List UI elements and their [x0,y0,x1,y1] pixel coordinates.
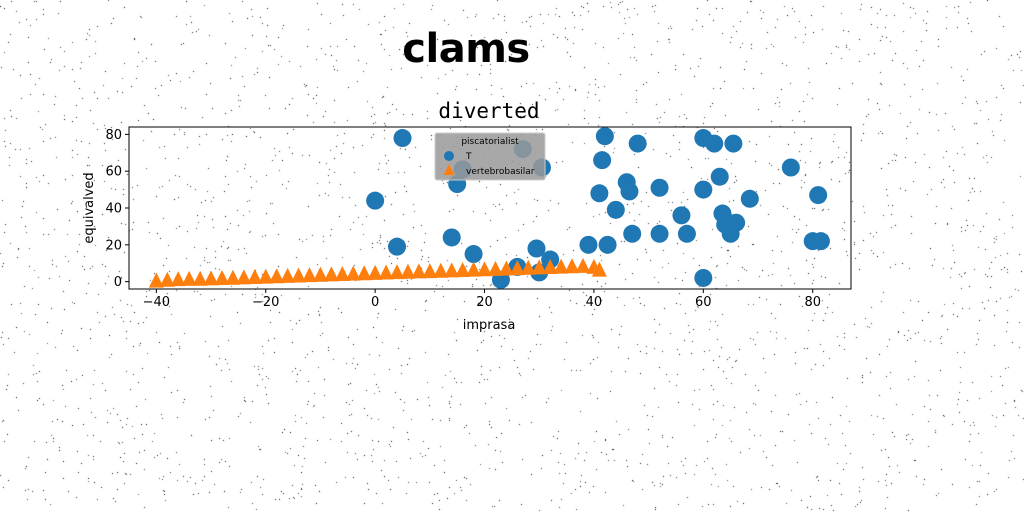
series-1-point-41 [591,261,607,277]
series-1-point-10 [258,268,274,284]
x-tick-label-0: −40 [143,295,170,310]
series-0-point-1 [393,129,412,148]
series-0-point-0 [366,191,385,210]
legend-circle-marker [444,151,454,161]
y-tick-label-0: 0 [114,275,122,290]
series-0-point-42 [811,232,830,251]
axis-ticks: −40 −20 0 20 40 60 80 0 20 40 60 80 [105,128,821,310]
series-1-point-11 [269,268,285,284]
series-0-point-36 [724,134,743,153]
y-tick-label-2: 40 [105,202,122,217]
series-0-point-24 [650,178,669,197]
series-1-point-9 [247,268,263,284]
x-tick-label-5: 60 [695,295,712,310]
series-1-point-39 [575,257,591,273]
series-0-point-16 [593,151,612,170]
series-1-point-3 [181,270,197,286]
series-1-point-34 [520,259,536,275]
series-1-point-23 [400,263,416,279]
series-1-point-6 [214,270,230,286]
series-1-point-31 [487,260,503,276]
series-0-point-10 [527,239,546,258]
legend: piscatorialist T vertebrobasilar [434,132,546,181]
series-1-point-30 [477,261,493,277]
x-tick-label-2: 0 [371,295,379,310]
series-1-point-33 [509,260,525,276]
series-1-point-7 [225,269,241,285]
series-0-point-18 [598,235,617,254]
series-1-point-24 [411,263,427,279]
series-1-point-27 [444,262,460,278]
series-1-point-8 [236,269,252,285]
figure-suptitle: clams [402,26,530,72]
series-1-point-5 [203,270,219,286]
series-1-point-35 [531,259,547,275]
legend-box [434,132,546,181]
y-tick-label-4: 80 [105,128,122,143]
series-0-point-26 [672,206,691,225]
legend-title: piscatorialist [461,137,519,147]
legend-label-triangle-series: vertebrobasilar [466,167,535,177]
series-0-point-2 [388,237,407,256]
series-1-point-32 [498,260,514,276]
series-0-point-17 [595,127,614,146]
x-tick-label-4: 40 [586,295,603,310]
series-1-point-1 [159,271,175,287]
series-1-point-0 [148,272,164,288]
series-0-point-38 [740,189,759,208]
series-0-point-22 [623,224,642,243]
series-1-point-29 [466,261,482,277]
series-1-point-18 [345,265,361,281]
series-1-point-17 [334,266,350,282]
series-1-point-25 [422,263,438,279]
plot-title: diverted [438,99,539,123]
y-tick-label-3: 60 [105,165,122,180]
series-1-point-20 [367,264,383,280]
series-0-point-27 [677,224,696,243]
series-0-point-29 [694,180,713,199]
series-0-point-19 [606,200,625,219]
series-0-point-23 [628,134,647,153]
series-1-point-4 [192,270,208,286]
series-1-point-37 [553,258,569,274]
series-0-point-21 [620,182,639,201]
series-1-point-15 [312,266,328,282]
series-1-point-19 [356,265,372,281]
series-1-point-12 [280,267,296,283]
series-0-point-15 [590,184,609,203]
series-1-point-16 [323,266,339,282]
series-0-point-30 [694,268,713,287]
series-0-point-37 [727,213,746,232]
legend-triangle-marker [443,164,455,175]
series-1-point-38 [564,258,580,274]
x-tick-label-1: −20 [252,295,279,310]
series-1-point-14 [302,267,317,283]
series-1-point-36 [542,259,558,275]
series-0-point-25 [650,224,669,243]
series-0-point-39 [781,158,800,177]
legend-label-circle-series: T [465,152,472,162]
series-0-point-31 [705,134,724,153]
series-1-point-21 [378,264,394,280]
series-1-point-28 [455,261,471,277]
series-1-point-13 [291,267,307,283]
x-tick-label-6: 80 [804,295,821,310]
x-tick-label-3: 20 [476,295,493,310]
series-0-point-41 [809,186,828,205]
series-1-point-2 [170,271,186,287]
x-axis-title: imprasa [463,318,516,333]
series-1-point-22 [389,264,405,280]
series-0-point-3 [442,228,461,247]
y-axis-title: equivalved [82,172,97,243]
y-tick-label-1: 20 [105,238,122,253]
series-0-point-6 [464,245,483,264]
series-1-point-26 [433,262,449,278]
series-0-point-32 [710,167,729,186]
series-0-point-14 [579,235,598,254]
